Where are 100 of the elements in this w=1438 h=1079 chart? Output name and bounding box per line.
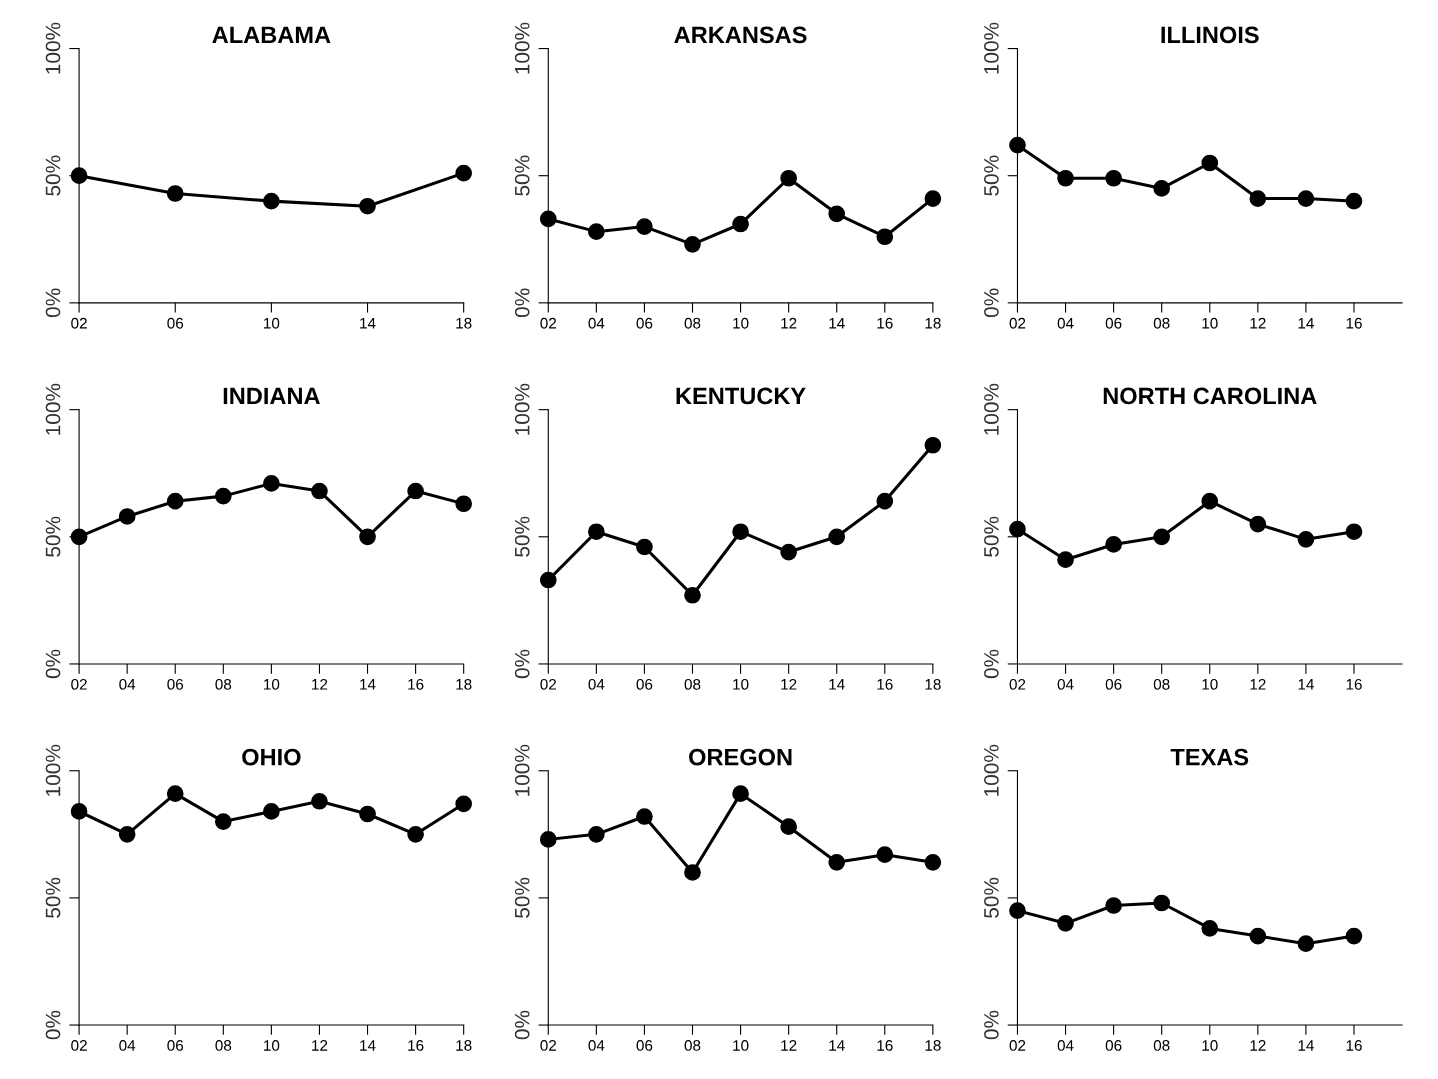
point xyxy=(1009,136,1026,154)
point xyxy=(732,785,749,802)
y-tick-label: 50% xyxy=(514,516,530,557)
x-tick-label: 08 xyxy=(1153,317,1170,329)
x-tick-label: 10 xyxy=(264,1040,280,1051)
x-tick-label: 12 xyxy=(1250,317,1266,329)
x-tick-label: 04 xyxy=(119,1040,136,1051)
x-tick-label: 16 xyxy=(877,317,893,329)
point xyxy=(1249,515,1267,533)
x-tick-label: 14 xyxy=(360,1040,376,1051)
x-tick-label: 02 xyxy=(71,317,87,329)
x-tick-label: 18 xyxy=(925,317,941,329)
point xyxy=(539,571,557,589)
point xyxy=(1153,528,1171,546)
x-tick-label: 16 xyxy=(1346,317,1362,329)
point xyxy=(455,164,473,182)
point xyxy=(1057,914,1074,932)
x-tick-label: 12 xyxy=(1250,678,1266,690)
x-tick-label: 12 xyxy=(781,317,797,329)
chart-title: INDIANA xyxy=(223,387,320,405)
point xyxy=(636,808,653,825)
point xyxy=(684,586,701,604)
y-tick-label: 100% xyxy=(514,744,530,796)
point xyxy=(828,205,846,223)
x-tick-label: 10 xyxy=(1202,317,1218,329)
y-tick-label: 100% xyxy=(45,22,61,74)
point xyxy=(1345,927,1363,945)
y-tick-label: 0% xyxy=(45,288,61,318)
point xyxy=(1297,190,1315,207)
point xyxy=(214,487,232,505)
x-tick-label: 16 xyxy=(877,1040,893,1051)
x-tick-label: 18 xyxy=(925,678,941,690)
chart-title: ILLINOIS xyxy=(1161,26,1259,44)
point xyxy=(684,236,701,253)
chart-title: ALABAMA xyxy=(212,26,331,43)
point xyxy=(684,864,701,881)
y-tick-label: 50% xyxy=(984,155,999,196)
y-tick-label: 50% xyxy=(514,155,530,196)
point xyxy=(539,210,557,228)
point xyxy=(166,785,184,802)
chart-title: ARKANSAS xyxy=(674,26,807,44)
point xyxy=(1249,927,1267,945)
x-tick-label: 02 xyxy=(71,1040,87,1051)
x-tick-label: 18 xyxy=(456,317,472,329)
point xyxy=(588,523,605,541)
point xyxy=(1105,536,1122,553)
y-tick-label: 50% xyxy=(514,877,530,918)
x-tick-label: 04 xyxy=(1057,678,1074,690)
x-tick-label: 02 xyxy=(1009,1040,1026,1051)
point xyxy=(924,436,942,454)
x-tick-label: 06 xyxy=(636,1040,653,1051)
point xyxy=(1105,897,1122,914)
x-tick-label: 10 xyxy=(733,678,749,690)
point xyxy=(780,818,797,836)
y-tick-label: 0% xyxy=(45,1010,61,1040)
point xyxy=(1249,190,1267,207)
point xyxy=(636,538,653,556)
x-tick-label: 14 xyxy=(829,1040,845,1051)
x-tick-label: 06 xyxy=(167,678,184,690)
x-tick-label: 02 xyxy=(71,678,87,690)
x-tick-label: 10 xyxy=(264,317,280,329)
y-tick-label: 0% xyxy=(984,649,999,679)
point xyxy=(828,528,846,546)
x-tick-label: 06 xyxy=(1105,1040,1122,1051)
y-tick-label: 50% xyxy=(984,877,999,918)
y-tick-label: 50% xyxy=(45,155,61,196)
point xyxy=(780,543,797,561)
point xyxy=(1057,551,1074,569)
x-tick-label: 10 xyxy=(264,678,280,690)
point xyxy=(311,792,328,810)
point xyxy=(924,853,942,871)
point xyxy=(636,218,653,235)
point xyxy=(1297,531,1315,548)
point xyxy=(263,475,280,492)
point xyxy=(118,825,136,843)
x-tick-label: 04 xyxy=(588,678,605,690)
y-tick-label: 0% xyxy=(45,649,61,679)
point xyxy=(1345,523,1363,541)
y-tick-label: 50% xyxy=(984,516,999,557)
point xyxy=(118,508,136,525)
x-tick-label: 06 xyxy=(636,678,653,690)
x-tick-label: 06 xyxy=(167,317,184,329)
chart-title: NORTH CAROLINA xyxy=(1103,387,1317,405)
point xyxy=(539,831,557,848)
chart-title: OREGON xyxy=(689,748,792,766)
x-tick-label: 14 xyxy=(360,679,376,690)
y-tick-label: 0% xyxy=(514,1010,530,1040)
point xyxy=(214,813,232,830)
x-tick-label: 02 xyxy=(540,317,557,329)
y-tick-label: 100% xyxy=(514,22,530,74)
x-tick-label: 14 xyxy=(360,317,376,329)
point xyxy=(876,492,894,510)
point xyxy=(924,190,942,207)
y-tick-label: 100% xyxy=(984,744,999,796)
point xyxy=(1153,180,1171,197)
x-tick-label: 06 xyxy=(636,317,653,329)
x-tick-label: 16 xyxy=(877,678,893,690)
y-tick-label: 100% xyxy=(984,22,999,74)
point xyxy=(359,197,376,215)
x-tick-label: 08 xyxy=(1153,678,1170,690)
